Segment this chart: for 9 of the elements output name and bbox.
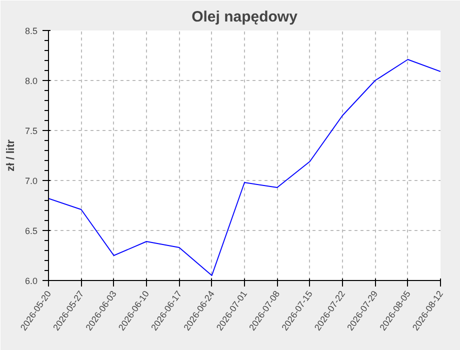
chart-title: Olej napędowy [192, 8, 298, 26]
y-tick-label: 8.0 [24, 76, 38, 86]
y-tick-label: 7.0 [24, 176, 38, 186]
y-tick-label: 8.5 [24, 26, 38, 36]
line-series [48, 59, 440, 276]
y-tick-label: 6.0 [24, 276, 38, 286]
y-tick-label: 6.5 [24, 226, 38, 236]
y-tick-label: 7.5 [24, 126, 38, 136]
y-axis-title: zł / litr [4, 138, 17, 172]
